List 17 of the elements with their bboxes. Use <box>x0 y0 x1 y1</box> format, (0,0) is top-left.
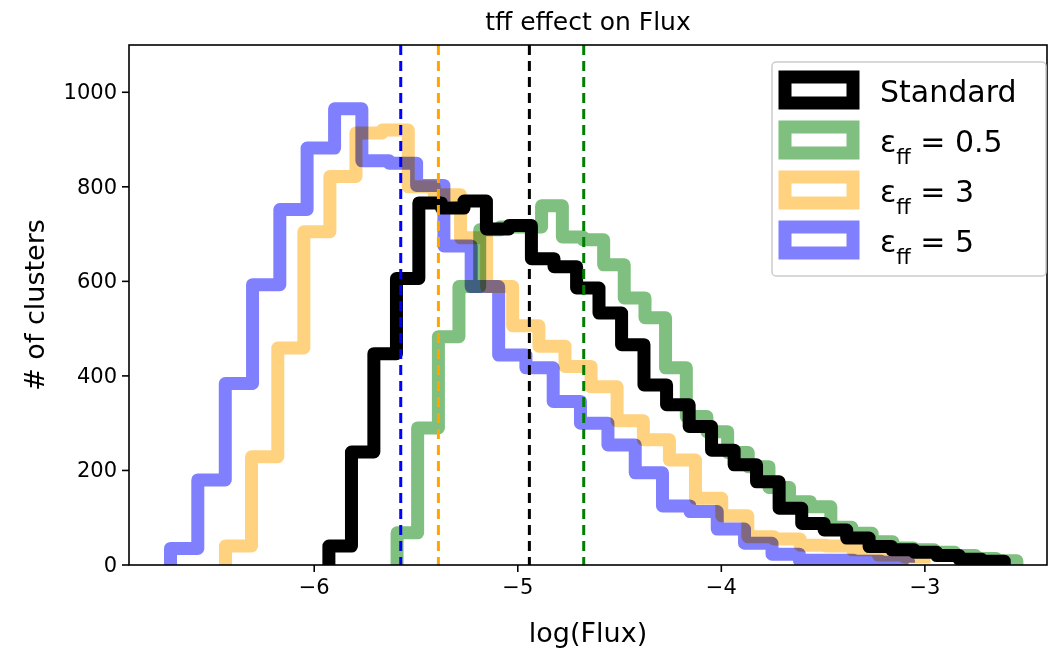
x-tick-label: −4 <box>705 575 737 599</box>
x-tick-label: −6 <box>298 575 330 599</box>
y-axis-title: # of clusters <box>19 219 50 391</box>
x-tick-label: −5 <box>502 575 534 599</box>
x-tick-label: −3 <box>909 575 941 599</box>
y-tick-label: 800 <box>76 174 117 199</box>
y-tick-label: 600 <box>76 269 117 294</box>
chart-title: tff effect on Flux <box>485 7 691 36</box>
y-tick-label: 0 <box>103 553 117 577</box>
legend-label: Standard <box>880 74 1017 109</box>
y-tick-label: 1000 <box>63 80 117 105</box>
y-tick-label: 200 <box>76 458 117 483</box>
legend-label: ε$_{ff}$ = 0.5 <box>880 124 1003 169</box>
legend-label: ε$_{ff}$ = 5 <box>880 224 974 269</box>
x-axis-title: log(Flux) <box>528 617 648 648</box>
y-tick-label: 400 <box>76 363 117 388</box>
legend-label: ε$_{ff}$ = 3 <box>880 174 974 219</box>
